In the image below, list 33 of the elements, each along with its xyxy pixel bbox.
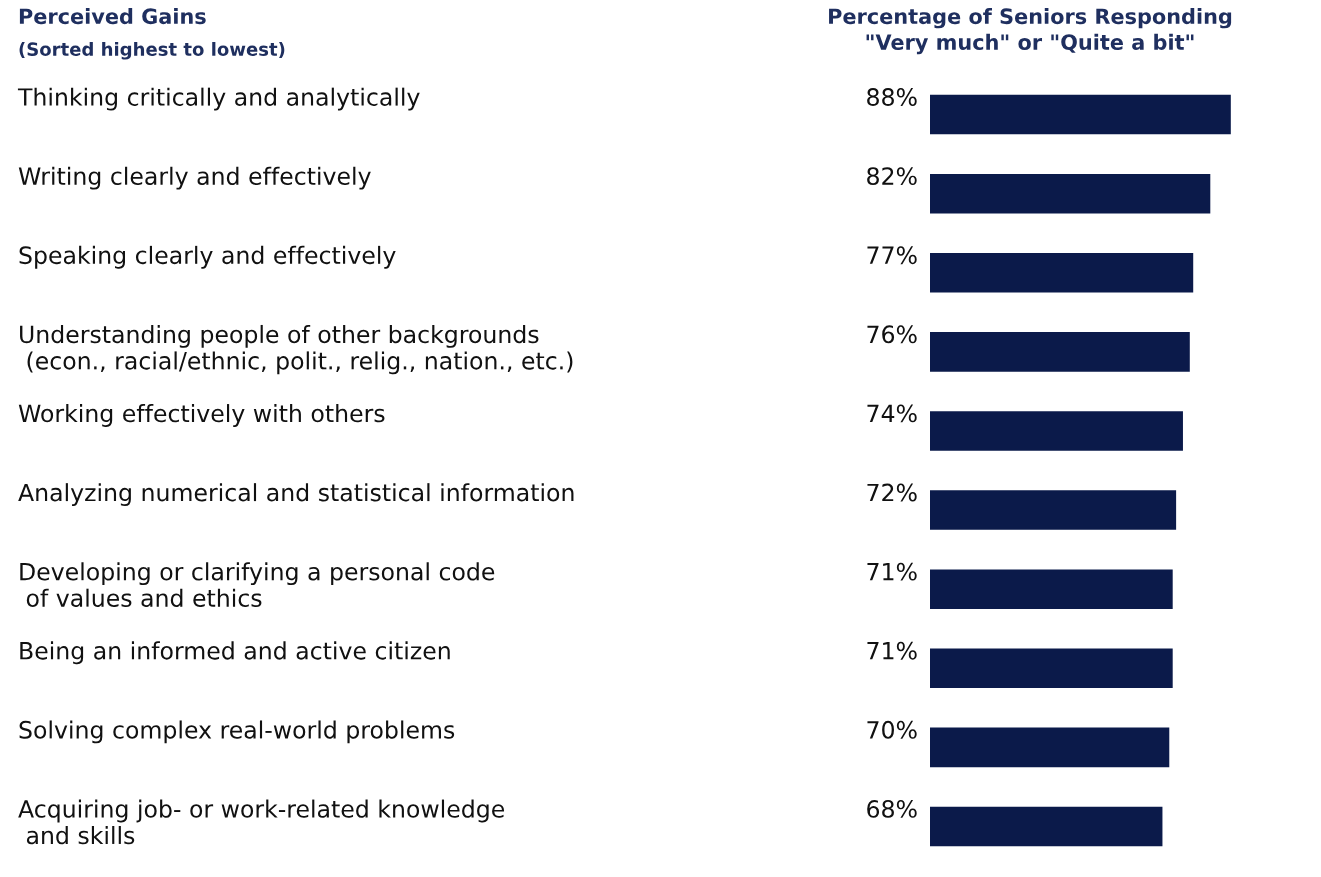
y-tick-label: Being an informed and active citizen bbox=[20, 641, 450, 665]
data-label: 82% bbox=[867, 167, 917, 186]
y-tick-label: Solving complex real-world problems bbox=[19, 720, 455, 744]
y-tick-label: Working effectively with others bbox=[18, 404, 385, 427]
bar bbox=[930, 94, 1231, 135]
x-axis-title: Percentage of Seniors Responding "Very much" or "Quite a bit" bbox=[829, 8, 1232, 55]
bar bbox=[930, 806, 1163, 847]
text: Perceived Gains bbox=[19, 8, 206, 25]
data-label: 74% bbox=[867, 404, 917, 423]
bar bbox=[930, 490, 1177, 530]
bar bbox=[930, 411, 1183, 451]
y-tick-label: Thinking critically and analytically bbox=[17, 87, 420, 111]
data-label: 68% bbox=[867, 799, 917, 818]
data-label: 71% bbox=[867, 562, 917, 581]
bar bbox=[930, 727, 1170, 768]
text: (Sorted highest to lowest) bbox=[19, 42, 285, 60]
bar bbox=[930, 173, 1211, 214]
bar bbox=[930, 252, 1194, 293]
data-label: 71% bbox=[867, 641, 917, 660]
y-tick-label: Speaking clearly and effectively bbox=[19, 245, 396, 269]
data-label: 76% bbox=[867, 325, 917, 344]
data-label: 70% bbox=[867, 720, 917, 739]
y-tick-label: Acquiring job- or work-related knowledge and skills bbox=[18, 799, 505, 845]
bar bbox=[930, 648, 1173, 689]
bar bbox=[930, 569, 1173, 609]
data-label: 77% bbox=[867, 246, 917, 265]
data-label: 72% bbox=[867, 483, 917, 502]
bar bbox=[930, 332, 1190, 372]
data-label: 88% bbox=[867, 88, 917, 106]
y-tick-label: Understanding people of other backgrounds (econ., racial/ethnic, polit., relig., nation., etc.) bbox=[20, 324, 573, 375]
y-tick-label: Developing or clarifying a personal code of values and ethics bbox=[20, 562, 495, 607]
y-tick-label: Analyzing numerical and statistical information bbox=[18, 483, 574, 507]
y-tick-label: Writing clearly and effectively bbox=[18, 166, 371, 190]
